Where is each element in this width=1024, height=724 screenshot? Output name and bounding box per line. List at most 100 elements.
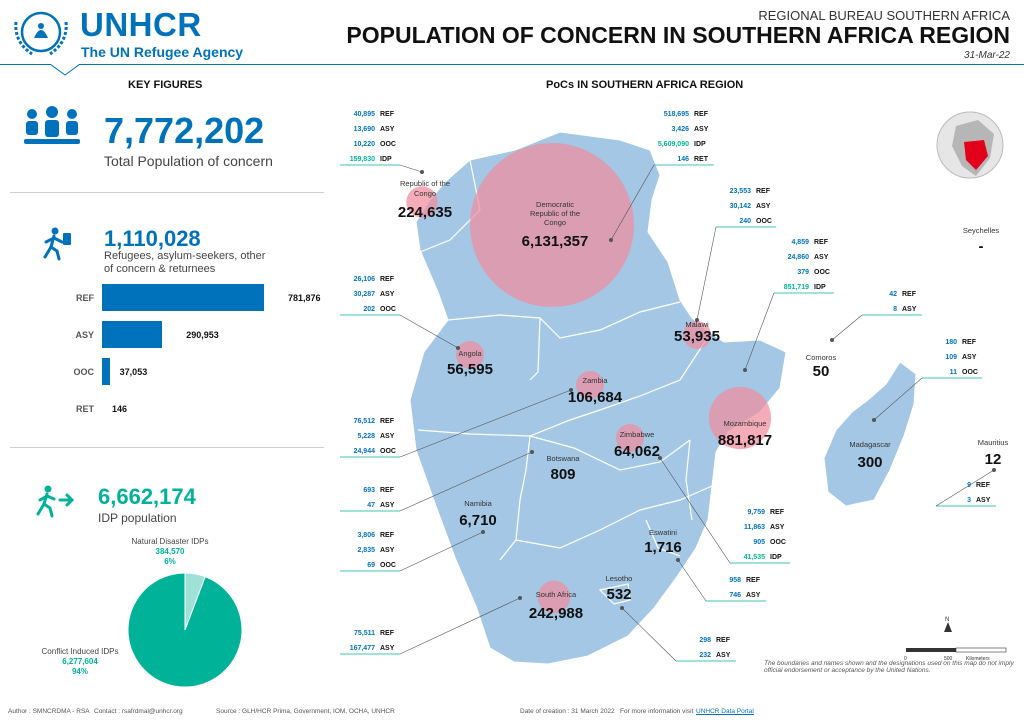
stat-key: RET: [694, 156, 709, 163]
stat-key: OOC: [814, 269, 830, 276]
scale-label: Kilometers: [966, 656, 990, 662]
pie-label-value: 6,277,604: [62, 657, 98, 666]
bubble-zambia: [576, 371, 604, 399]
stat-key: ASY: [380, 502, 395, 509]
data-portal-link[interactable]: UNHCR Data Portal: [696, 708, 754, 715]
stat-key: ASY: [380, 291, 395, 298]
stat-key: OOC: [770, 539, 786, 546]
poc-bar-chart: REF 781,876 ASY 290,953 OOC 37,053 RET 146: [58, 284, 328, 424]
stat-value: 167,477: [350, 645, 375, 652]
bar-asy: [102, 321, 163, 348]
leader-line: [935, 469, 995, 507]
leader-dot: [695, 318, 699, 322]
unhcr-logo: [10, 8, 72, 58]
pie-label-name: Natural Disaster IDPs: [132, 537, 209, 546]
stat-value: 30,142: [730, 203, 752, 210]
bubble-zimbabwe: [616, 424, 644, 452]
header-notch: [50, 64, 80, 76]
country-name: South Africa: [536, 590, 577, 599]
leader-line: [744, 292, 775, 371]
locator-globe: [936, 111, 1004, 179]
stat-value: 3,426: [671, 126, 689, 133]
stat-value: 518,695: [664, 111, 689, 118]
leader-line: [696, 226, 717, 321]
unhcr-emblem-icon: [14, 11, 68, 56]
page-title: POPULATION OF CONCERN IN SOUTHERN AFRICA…: [346, 22, 1010, 48]
stat-key: REF: [962, 339, 977, 346]
stat-value: 75,511: [354, 630, 375, 637]
refugees-label-line2: of concern & returnees: [104, 263, 216, 275]
leader-line: [399, 164, 423, 173]
stat-key: ASY: [770, 524, 785, 531]
bar-ooc: [102, 358, 110, 385]
stat-value: 42: [889, 291, 897, 298]
country-name: Zambia: [582, 376, 608, 385]
stat-key: OOC: [380, 448, 396, 455]
stat-value: 240: [739, 218, 751, 225]
bar-category-label: REF: [76, 293, 94, 303]
country-name: Seychelles: [963, 226, 1000, 235]
bar-ref: [102, 284, 264, 311]
map-disclaimer: The boundaries and names shown and the d…: [764, 660, 1014, 674]
stat-key: REF: [902, 291, 917, 298]
stat-key: REF: [380, 532, 395, 539]
org-tagline: The UN Refugee Agency: [81, 44, 244, 60]
stat-key: ASY: [694, 126, 709, 133]
leader-dot: [830, 338, 834, 342]
stat-key: REF: [716, 637, 731, 644]
stat-value: 47: [367, 502, 375, 509]
stat-value: 5,609,090: [658, 141, 689, 148]
country-total: 1,716: [644, 539, 682, 556]
stat-key: ASY: [716, 652, 731, 659]
stat-value: 76,512: [354, 418, 376, 425]
stat-key: REF: [770, 509, 785, 516]
stat-value: 24,944: [354, 448, 376, 455]
stat-key: IDP: [694, 141, 706, 148]
stat-value: 693: [363, 487, 375, 494]
country-name: Comoros: [806, 353, 837, 362]
country-total: 56,595: [447, 361, 493, 378]
country-name: Lesotho: [606, 574, 633, 583]
header-rule: [0, 64, 1024, 65]
leader-line: [399, 531, 484, 572]
country-name: Madagascar: [849, 440, 891, 449]
country-total: 106,684: [568, 389, 623, 406]
stat-key: REF: [380, 487, 395, 494]
country-borders: [417, 159, 713, 605]
footer-contact: Contact : rsafrdmal@unhcr.org: [94, 708, 183, 715]
country-total: 224,635: [398, 204, 452, 221]
stat-value: 905: [753, 539, 765, 546]
leader-line: [399, 451, 533, 512]
footer-creation-date: Date of creation : 31 March 2022: [520, 708, 615, 715]
stat-value: 3,806: [357, 532, 375, 539]
bubble-mozambique: [708, 386, 772, 450]
stat-key: REF: [746, 577, 761, 584]
idp-value: 6,662,174: [98, 484, 196, 509]
country-name: Namibia: [464, 499, 492, 508]
stat-value: 24,860: [788, 254, 810, 261]
leader-dot: [456, 346, 460, 350]
leader-line: [659, 457, 731, 564]
stat-value: 11: [950, 369, 958, 376]
stat-value: 3: [967, 497, 971, 504]
stat-value: 26,106: [354, 276, 376, 283]
country-name: Eswatini: [649, 528, 677, 537]
country-name: Malawi: [685, 320, 709, 329]
country-name: Mozambique: [724, 419, 767, 428]
scale-zero: 0: [904, 656, 907, 662]
bubble-roc: [406, 186, 438, 218]
country-total: 242,988: [529, 605, 583, 622]
country-total: 809: [550, 466, 575, 483]
leader-dot: [609, 238, 613, 242]
bubble-angola: [456, 341, 484, 369]
idp-running-icon: [36, 484, 76, 523]
stat-key: REF: [380, 630, 395, 637]
stat-value: 146: [677, 156, 689, 163]
stat-value: 13,690: [354, 126, 376, 133]
bar-category-label: RET: [76, 404, 94, 414]
stat-key: REF: [694, 111, 709, 118]
bar-value-label: 290,953: [186, 330, 219, 340]
stat-key: ASY: [380, 645, 395, 652]
